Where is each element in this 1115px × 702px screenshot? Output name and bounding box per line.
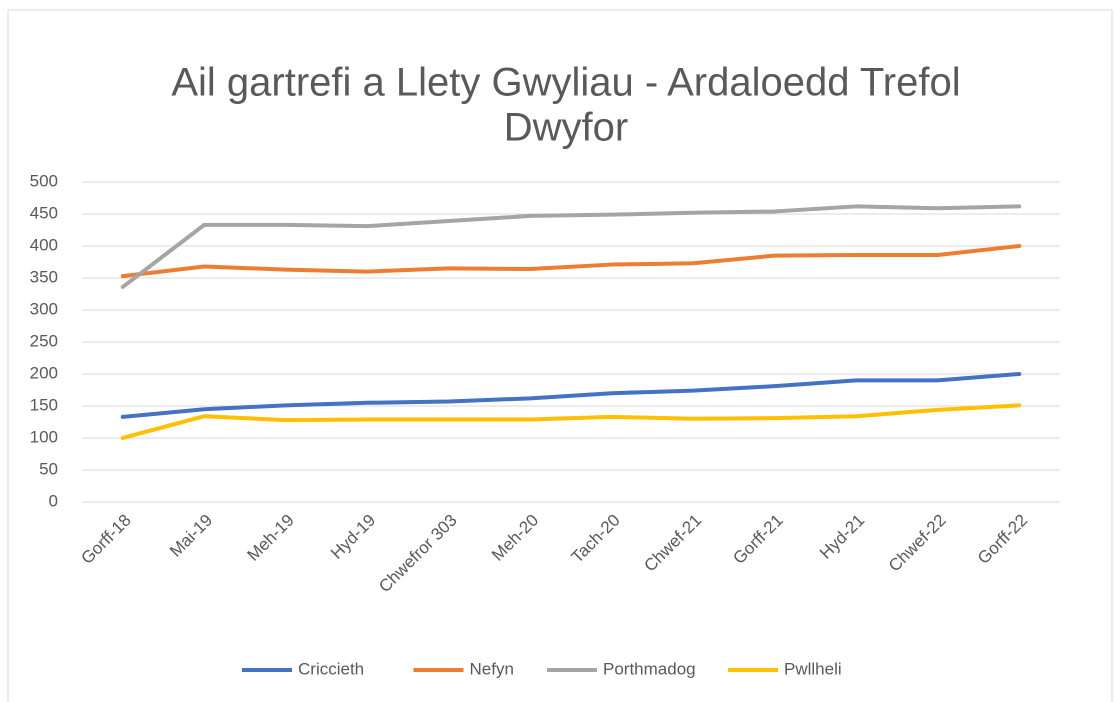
legend-label: Pwllheli [784,659,842,678]
y-tick-label: 300 [30,299,58,318]
chart-title: Dwyfor [504,106,628,150]
y-tick-label: 50 [39,459,58,478]
y-tick-label: 250 [30,331,58,350]
line-series [120,372,1022,419]
legend-label: Nefyn [470,659,514,678]
chart-frame [7,9,1113,702]
legend-label: Criccieth [298,659,364,678]
chart-title: Ail gartrefi a Llety Gwyliau - Ardaloedd… [171,61,960,105]
y-tick-label: 500 [30,171,58,190]
line-series [120,244,1022,279]
line-series [120,204,1022,289]
y-tick-label: 0 [49,491,58,510]
y-tick-label: 150 [30,395,58,414]
y-tick-label: 450 [30,203,58,222]
line-series [120,403,1022,440]
y-tick-label: 400 [30,235,58,254]
y-tick-label: 200 [30,363,58,382]
y-tick-label: 350 [30,267,58,286]
legend-label: Porthmadog [603,659,696,678]
y-tick-label: 100 [30,427,58,446]
